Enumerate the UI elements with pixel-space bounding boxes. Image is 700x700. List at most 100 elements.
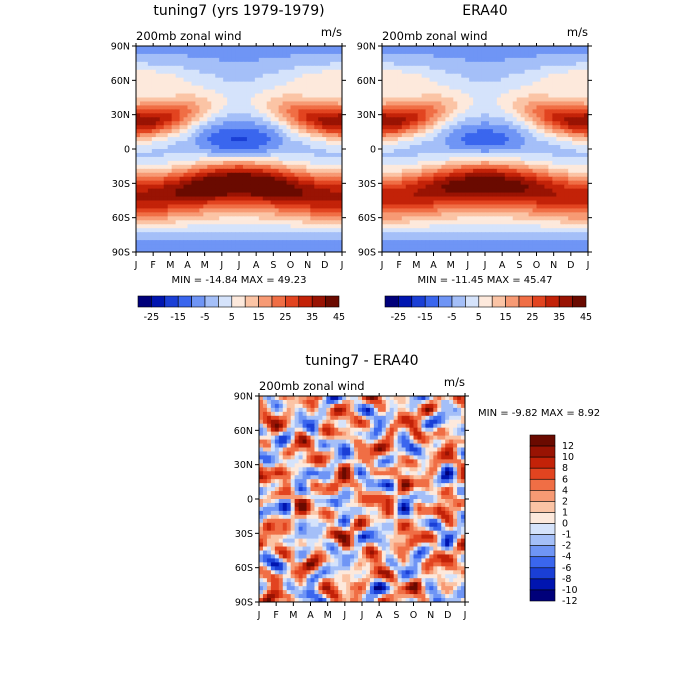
field-cell (330, 228, 335, 233)
field-cell (485, 149, 490, 154)
field-cell (338, 137, 342, 142)
field-cell (155, 208, 161, 213)
field-cell (516, 81, 522, 87)
field-cell (560, 105, 565, 110)
field-cell (195, 53, 200, 59)
field-cell (433, 188, 439, 194)
field-cell (231, 244, 236, 249)
field-cell (203, 145, 208, 150)
field-cell (179, 73, 185, 79)
field-cell (429, 65, 435, 71)
field-cell (147, 137, 153, 142)
field-cell (338, 204, 342, 210)
field-cell (223, 141, 228, 146)
field-cell (326, 212, 331, 217)
field-cell (453, 125, 458, 130)
field-cell (175, 129, 181, 134)
field-cell (139, 101, 145, 107)
field-cell (397, 57, 403, 63)
field-cell (282, 168, 288, 174)
field-cell (540, 164, 546, 170)
field-cell (139, 129, 145, 134)
field-cell (441, 57, 446, 63)
field-cell (286, 236, 292, 241)
field-cell (500, 172, 506, 178)
field-cell (548, 196, 553, 202)
field-cell (171, 228, 177, 233)
field-cell (409, 73, 415, 79)
field-cell (266, 176, 272, 182)
field-cell (171, 176, 177, 182)
field-cell (159, 89, 165, 95)
field-cell (199, 49, 204, 55)
field-cell (405, 77, 411, 83)
field-cell (496, 46, 502, 51)
field-cell (195, 184, 200, 190)
field-cell (401, 117, 407, 122)
field-cell (286, 212, 292, 217)
field-cell (445, 192, 450, 198)
field-cell (445, 200, 450, 206)
field-cell (294, 244, 300, 249)
field-cell (203, 188, 208, 194)
field-cell (266, 180, 272, 186)
field-cell (580, 204, 585, 210)
field-cell (389, 46, 395, 51)
field-cell (492, 77, 498, 83)
field-cell (457, 53, 462, 59)
field-cell (405, 164, 411, 170)
field-cell (298, 101, 303, 107)
field-cell (239, 220, 244, 225)
field-cell (278, 77, 284, 83)
field-cell (262, 89, 268, 95)
field-cell (223, 220, 228, 225)
field-cell (548, 168, 553, 174)
field-cell (445, 172, 450, 178)
field-cell (250, 145, 256, 150)
field-cell (500, 200, 506, 206)
field-cell (266, 244, 272, 249)
field-cell (449, 77, 454, 83)
field-cell (262, 180, 268, 186)
field-cell (258, 145, 264, 150)
field-cell (163, 172, 169, 178)
field-cell (290, 77, 296, 83)
field-cell (136, 117, 141, 122)
field-cell (163, 176, 169, 182)
x-tick-label: J (340, 260, 344, 271)
field-cell (270, 208, 276, 213)
field-cell (544, 180, 549, 186)
field-cell (314, 61, 319, 67)
field-cell (207, 244, 212, 249)
field-cell (334, 97, 339, 103)
field-cell (520, 105, 526, 110)
field-cell (409, 152, 415, 158)
field-cell (219, 53, 224, 59)
field-cell (453, 109, 458, 114)
field-cell (334, 89, 339, 95)
field-cell (516, 109, 522, 114)
field-cell (469, 152, 474, 158)
field-cell (469, 125, 474, 130)
field-cell (465, 121, 470, 126)
field-cell (286, 117, 292, 122)
field-cell (171, 220, 177, 225)
field-cell (421, 53, 427, 59)
field-cell (552, 46, 557, 51)
field-cell (564, 129, 569, 134)
field-cell (199, 65, 204, 71)
field-cell (465, 160, 470, 166)
field-cell (159, 196, 165, 202)
field-cell (492, 73, 498, 79)
field-cell (215, 46, 220, 51)
field-cell (429, 176, 435, 182)
field-cell (528, 113, 534, 118)
field-cell (139, 61, 145, 67)
field-cell (437, 105, 443, 110)
field-cell (330, 196, 335, 202)
field-cell (488, 93, 494, 99)
field-cell (159, 133, 165, 138)
field-cell (219, 93, 224, 99)
field-cell (417, 208, 423, 213)
field-cell (461, 57, 466, 63)
